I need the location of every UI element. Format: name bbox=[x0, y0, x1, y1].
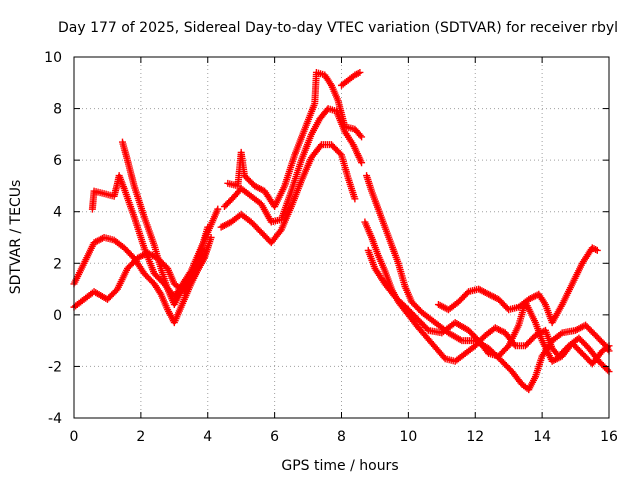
y-tick-label: 8 bbox=[53, 102, 62, 118]
y-tick-label: 6 bbox=[53, 153, 62, 169]
data-point bbox=[351, 195, 359, 203]
y-tick-label: 10 bbox=[44, 50, 62, 66]
y-axis-label: SDTVAR / TECUs bbox=[8, 180, 24, 295]
series-layer bbox=[70, 68, 613, 394]
x-tick-label: 16 bbox=[600, 429, 618, 445]
series-trace-2 bbox=[70, 234, 215, 311]
data-point bbox=[207, 234, 215, 241]
x-tick-label: 10 bbox=[399, 429, 417, 445]
y-tick-label: 0 bbox=[53, 308, 62, 324]
data-point bbox=[204, 223, 212, 231]
data-point bbox=[276, 227, 284, 235]
x-tick-label: 14 bbox=[533, 429, 551, 445]
series-trace-4 bbox=[118, 138, 212, 309]
y-tick-label: -2 bbox=[48, 359, 62, 375]
x-tick-label: 0 bbox=[70, 429, 79, 445]
data-point bbox=[604, 366, 612, 374]
data-point bbox=[358, 133, 366, 141]
x-tick-label: 2 bbox=[136, 429, 145, 445]
chart-title: Day 177 of 2025, Sidereal Day-to-day VTE… bbox=[58, 20, 618, 36]
data-point bbox=[356, 68, 364, 76]
series-trace-12 bbox=[434, 244, 601, 327]
y-tick-label: 4 bbox=[53, 205, 62, 221]
series-trace-11 bbox=[364, 246, 613, 368]
series-trace-5 bbox=[217, 141, 359, 247]
data-point bbox=[316, 142, 324, 150]
data-point bbox=[214, 205, 222, 213]
x-tick-label: 8 bbox=[337, 429, 346, 445]
plot-border bbox=[73, 56, 610, 419]
y-tick-label: 2 bbox=[53, 256, 62, 272]
data-point bbox=[336, 150, 344, 158]
series-trace-7 bbox=[224, 68, 366, 211]
x-tick-label: 12 bbox=[466, 429, 484, 445]
y-tick-label: -4 bbox=[48, 411, 62, 427]
x-axis-ticks: 0 2 4 6 8 10 12 14 16 bbox=[70, 57, 618, 445]
x-tick-label: 6 bbox=[270, 429, 279, 445]
data-point bbox=[356, 131, 364, 139]
y-axis-ticks: -4 -2 0 2 4 6 8 10 bbox=[44, 50, 609, 427]
data-point bbox=[358, 159, 366, 167]
series-trace-8 bbox=[338, 68, 364, 89]
x-tick-label: 4 bbox=[203, 429, 212, 445]
data-point bbox=[593, 246, 601, 254]
x-axis-label: GPS time / hours bbox=[281, 458, 398, 474]
